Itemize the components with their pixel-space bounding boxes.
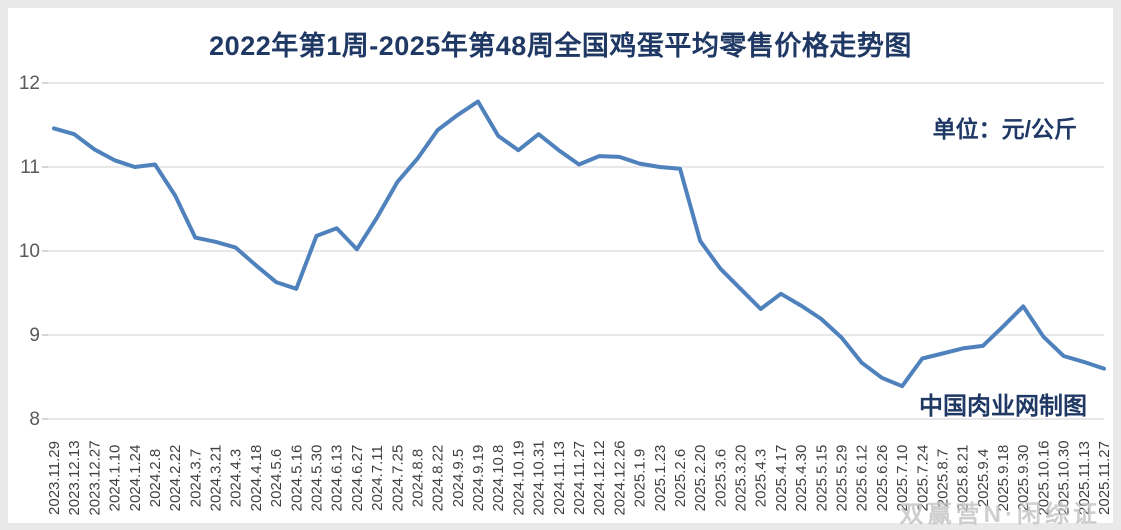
x-tick-label: 2025.3.20: [733, 445, 750, 512]
x-tick-label: 2025.11.13: [1076, 441, 1093, 515]
x-tick-label: 2024.12.26: [611, 440, 628, 515]
x-tick-label: 2025.10.30: [1056, 440, 1073, 515]
x-tick-label: 2024.10.8: [490, 445, 507, 512]
x-tick-label: 2025.2.20: [692, 445, 709, 512]
x-tick-label: 2025.4.17: [773, 445, 790, 512]
x-tick-label: 2024.1.10: [107, 445, 124, 512]
x-tick-label: 2023.12.27: [86, 440, 103, 515]
x-tick-label: 2024.7.25: [389, 445, 406, 512]
credit-label: 中国肉业网制图: [919, 393, 1087, 420]
y-axis-label: 12: [19, 73, 40, 94]
x-tick-label: 2024.6.13: [329, 445, 346, 512]
x-tick-label: 2025.9.18: [995, 445, 1012, 512]
y-axis-label: 10: [19, 241, 40, 262]
y-axis-label: 9: [29, 325, 40, 346]
x-tick-label: 2023.12.13: [66, 440, 83, 515]
x-tick-label: 2024.4.3: [228, 449, 245, 507]
x-tick-label: 2024.10.31: [531, 440, 548, 515]
x-tick-label: 2024.7.11: [369, 445, 386, 511]
x-tick-label: 2024.1.24: [127, 445, 144, 512]
x-tick-label: 2023.11.29: [46, 441, 63, 515]
x-tick-label: 2025.4.3: [753, 449, 770, 507]
x-tick-label: 2024.8.22: [430, 445, 447, 512]
x-tick-label: 2024.5.6: [268, 449, 285, 507]
x-tick-label: 2025.5.15: [813, 445, 830, 512]
x-tick-label: 2025.9.30: [1015, 445, 1032, 512]
x-tick-label: 2025.7.10: [894, 445, 911, 512]
x-tick-label: 2025.10.16: [1035, 440, 1052, 515]
x-tick-label: 2024.3.21: [208, 445, 225, 512]
x-tick-label: 2024.4.18: [248, 445, 265, 512]
price-line-series: [52, 99, 1106, 389]
unit-label: 单位：元/公斤: [932, 116, 1077, 142]
x-tick-label: 2024.11.13: [551, 441, 568, 515]
x-tick-label: 2024.5.30: [309, 445, 326, 512]
x-tick-label: 2025.7.24: [914, 445, 931, 512]
x-tick-label: 2025.6.26: [874, 445, 891, 512]
gridlines: [48, 82, 1104, 420]
chart-title: 2022年第1周-2025年第48周全国鸡蛋平均零售价格走势图: [209, 31, 912, 61]
y-axis-label: 11: [20, 157, 40, 178]
x-tick-label: 2024.12.12: [591, 440, 608, 515]
x-tick-label: 2025.11.27: [1096, 441, 1113, 515]
x-tick-label: 2025.8.7: [935, 449, 952, 507]
x-tick-label: 2024.10.19: [510, 440, 527, 515]
x-tick-label: 2025.9.4: [975, 449, 992, 507]
x-tick-label: 2024.2.8: [147, 449, 164, 507]
x-tick-label: 2024.9.19: [470, 445, 487, 512]
x-tick-label: 2025.3.6: [712, 449, 729, 507]
x-tick-label: 2024.3.7: [187, 449, 204, 507]
x-tick-label: 2025.4.30: [793, 445, 810, 512]
chart-card: 2022年第1周-2025年第48周全国鸡蛋平均零售价格走势图 单位：元/公斤 …: [8, 8, 1113, 528]
x-tick-label: 2024.8.8: [410, 449, 427, 507]
watermark: 双赢营N·闲综证: [899, 501, 1101, 528]
x-tick-label: 2025.5.29: [834, 445, 851, 512]
y-axis-label: 8: [29, 409, 40, 430]
x-tick-label: 2025.2.6: [672, 449, 689, 507]
x-tick-label: 2025.1.9: [632, 449, 649, 507]
x-tick-label: 2025.6.12: [854, 445, 871, 512]
x-tick-label: 2024.6.27: [349, 445, 366, 512]
x-tick-label: 2025.8.21: [955, 445, 972, 512]
x-tick-label: 2024.2.22: [167, 445, 184, 512]
y-axis-ticks: [42, 82, 48, 420]
x-axis-labels: 2023.11.29 2023.12.13 2023.12.27 2024.1.10 2…: [46, 440, 1113, 515]
x-tick-label: 2025.1.23: [652, 445, 669, 512]
x-tick-label: 2024.5.16: [288, 445, 305, 512]
y-axis-labels: 8 9 10 11 12: [19, 73, 40, 430]
x-tick-label: 2024.9.5: [450, 449, 467, 507]
x-tick-label: 2024.11.27: [571, 441, 588, 515]
